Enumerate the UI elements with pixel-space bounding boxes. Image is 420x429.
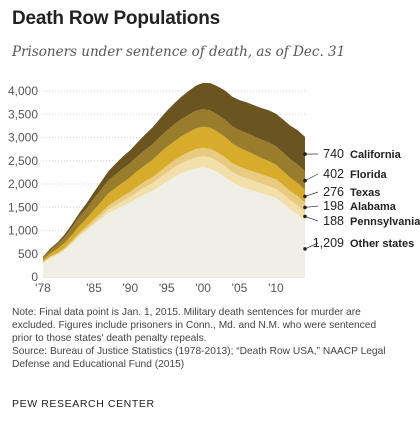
leader-line <box>304 216 319 222</box>
death-row-area-chart: 0 500 1,000 1,500 2,000 2,500 3,000 3,500 4,000 '… <box>8 82 420 295</box>
end-value-label: 198 <box>323 199 344 213</box>
y-tick-label: 3,000 <box>8 131 38 145</box>
y-tick-label: 3,500 <box>8 107 38 121</box>
chart-note: Note: Final data point is Jan. 1, 2015. … <box>12 306 412 371</box>
note-line: Note: Final data point is Jan. 1, 2015. … <box>12 307 361 318</box>
series-end-dot <box>303 205 307 210</box>
area-florida <box>43 109 305 260</box>
x-tick-label: '90 <box>123 281 139 295</box>
end-value-label: 1,209 <box>313 236 344 250</box>
y-tick-label: 0 <box>31 270 38 284</box>
org-credit: PEW RESEARCH CENTER <box>12 398 155 410</box>
series-name-label: Pennsylvania <box>350 216 420 228</box>
series-end-dot <box>303 178 307 183</box>
area-pennsylvania <box>43 156 305 264</box>
y-tick-label: 4,000 <box>8 84 38 98</box>
series-end-dot <box>303 194 307 199</box>
y-tick-label: 2,500 <box>8 154 38 168</box>
y-tick-label: 1,000 <box>8 224 38 238</box>
x-tick-label: '10 <box>268 281 284 295</box>
leader-line <box>304 191 319 197</box>
y-tick-label: 500 <box>18 247 38 261</box>
series-end-dot <box>303 214 307 219</box>
x-tick-label: '00 <box>195 281 211 295</box>
area-other-states <box>43 167 305 277</box>
chart-subtitle: Prisoners under sentence of death, as of… <box>12 44 346 60</box>
area-texas <box>43 126 305 262</box>
series-name-label: Other states <box>350 238 414 250</box>
y-tick-label: 2,000 <box>8 177 38 191</box>
end-value-label: 276 <box>323 185 344 199</box>
series-name-label: Texas <box>350 187 380 199</box>
x-tick-label: '78 <box>35 281 51 295</box>
area-california <box>43 82 305 258</box>
end-value-label: 402 <box>323 167 344 181</box>
series-name-label: Alabama <box>350 201 397 213</box>
leader-line <box>304 242 319 250</box>
x-tick-label: '05 <box>232 281 248 295</box>
series-name-label: Florida <box>350 169 388 181</box>
series-end-dot <box>303 152 307 156</box>
x-tick-label: '85 <box>86 281 102 295</box>
note-line: prior to those states' death penalty rep… <box>12 333 207 344</box>
source-line: Source: Bureau of Justice Statistics (19… <box>12 346 386 357</box>
series-end-dot <box>303 247 307 251</box>
leader-line <box>304 173 319 181</box>
x-tick-label: '95 <box>159 281 175 295</box>
leader-line <box>304 205 319 208</box>
chart-title: Death Row Populations <box>12 8 220 29</box>
end-value-label: 188 <box>323 214 344 228</box>
note-line: excluded. Figures include prisoners in C… <box>12 320 377 331</box>
series-name-label: California <box>350 149 402 161</box>
source-line: Defense and Educational Fund (2015) <box>12 359 185 370</box>
end-value-label: 740 <box>323 147 344 161</box>
y-tick-label: 1,500 <box>8 200 38 214</box>
